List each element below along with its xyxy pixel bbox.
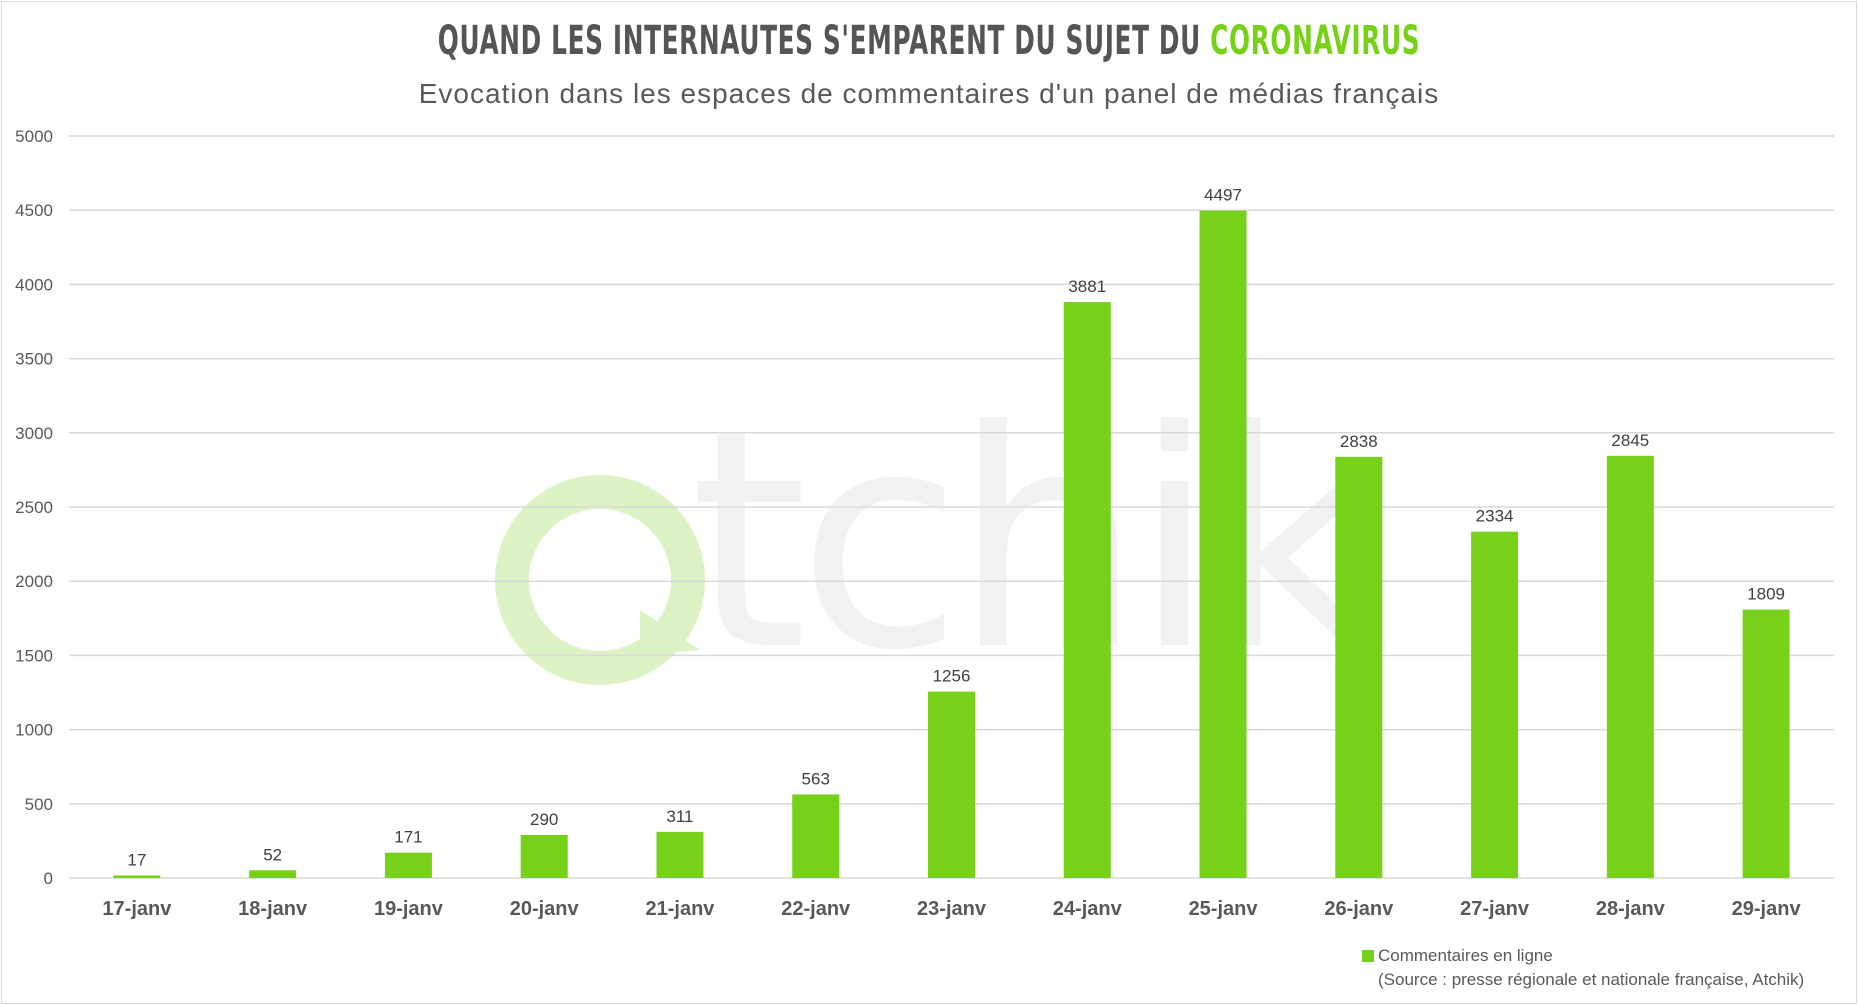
- bar: [1742, 609, 1790, 878]
- data-label: 1809: [1747, 585, 1785, 604]
- bar: [792, 794, 840, 878]
- x-tick-label: 19-janv: [374, 898, 444, 920]
- legend: Commentaires en ligne: [1362, 946, 1553, 966]
- legend-label: Commentaires en ligne: [1378, 946, 1553, 965]
- bar: [928, 691, 975, 878]
- x-tick-label: 17-janv: [102, 898, 172, 920]
- y-tick-label: 2500: [15, 498, 53, 517]
- x-tick-label: 29-janv: [1732, 898, 1802, 920]
- data-label: 311: [666, 807, 693, 826]
- bar: [1063, 302, 1111, 879]
- bar: [113, 875, 161, 878]
- data-label: 171: [394, 828, 422, 847]
- data-label: 4497: [1204, 186, 1242, 205]
- data-label: 563: [802, 769, 830, 788]
- y-tick-label: 2000: [15, 572, 53, 591]
- x-tick-label: 20-janv: [510, 898, 580, 920]
- y-tick-label: 1500: [15, 646, 53, 665]
- bar: [1199, 210, 1247, 878]
- bar: [520, 834, 568, 878]
- x-tick-label: 24-janv: [1053, 898, 1123, 920]
- title-text: QUAND LES INTERNAUTES S'EMPARENT DU SUJE…: [437, 18, 1201, 64]
- data-label: 2845: [1611, 431, 1649, 450]
- x-tick-label: 27-janv: [1460, 898, 1530, 920]
- atchik-watermark-logo: tchik: [495, 367, 1389, 716]
- chart-title: QUAND LES INTERNAUTES S'EMPARENT DU SUJE…: [353, 18, 1505, 64]
- bar: [1335, 456, 1383, 878]
- source-note: (Source : presse régionale et nationale …: [1378, 970, 1805, 989]
- data-label: 3881: [1068, 277, 1106, 296]
- y-tick-label: 3000: [15, 424, 53, 443]
- y-tick-label: 4000: [15, 275, 53, 294]
- y-tick-label: 3500: [15, 350, 53, 369]
- bar: [384, 852, 432, 878]
- bar: [1471, 531, 1519, 878]
- y-tick-label: 0: [44, 869, 53, 888]
- y-tick-label: 1000: [15, 721, 53, 740]
- data-label: 17: [127, 850, 146, 869]
- y-tick-label: 4500: [15, 201, 53, 220]
- data-label: 2334: [1476, 507, 1514, 526]
- x-tick-label: 22-janv: [781, 898, 851, 920]
- data-label: 290: [530, 810, 558, 829]
- y-tick-label: 500: [25, 795, 53, 814]
- legend-swatch: [1362, 950, 1374, 962]
- title-highlight: CORONAVIRUS: [1210, 18, 1421, 64]
- x-tick-label: 26-janv: [1324, 898, 1394, 920]
- bar: [656, 831, 704, 878]
- data-label: 2838: [1340, 432, 1378, 451]
- x-tick-label: 28-janv: [1596, 898, 1666, 920]
- chart-subtitle: Evocation dans les espaces de commentair…: [418, 78, 1440, 109]
- y-tick-label: 5000: [15, 127, 53, 146]
- data-label: 1256: [933, 667, 971, 686]
- bar: [249, 870, 297, 878]
- x-tick-label: 23-janv: [917, 898, 987, 920]
- svg-text:tchik: tchik: [690, 367, 1379, 716]
- bar: [1606, 455, 1654, 878]
- data-label: 52: [263, 845, 282, 864]
- x-tick-label: 21-janv: [645, 898, 715, 920]
- x-tick-label: 25-janv: [1189, 898, 1259, 920]
- x-tick-label: 18-janv: [238, 898, 308, 920]
